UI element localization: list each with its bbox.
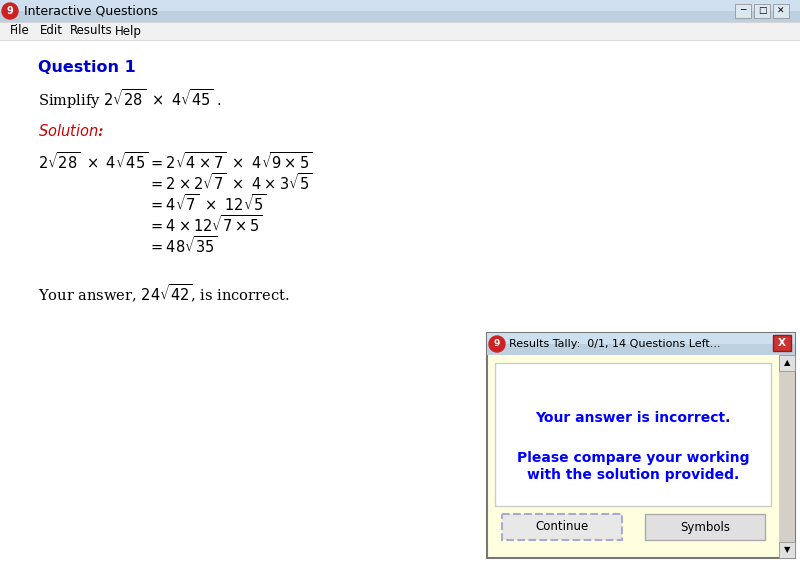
Text: Results Tally:  0/1, 14 Questions Left...: Results Tally: 0/1, 14 Questions Left... xyxy=(509,339,721,349)
Text: $= 2 \times 2\sqrt{7}\ \times\ 4 \times 3\sqrt{5}$: $= 2 \times 2\sqrt{7}\ \times\ 4 \times … xyxy=(148,171,312,192)
Text: ▼: ▼ xyxy=(784,546,790,555)
Bar xyxy=(0,0,800,11)
Circle shape xyxy=(2,3,18,19)
Text: $2\sqrt{28}\ \times\ 4\sqrt{45}$: $2\sqrt{28}\ \times\ 4\sqrt{45}$ xyxy=(38,151,148,171)
Text: Your answer, $24\sqrt{42}$, is incorrect.: Your answer, $24\sqrt{42}$, is incorrect… xyxy=(38,283,290,305)
Bar xyxy=(495,363,771,506)
Bar xyxy=(487,333,795,344)
Bar xyxy=(502,514,622,540)
Text: 9: 9 xyxy=(6,6,14,16)
Bar xyxy=(0,0,800,22)
Bar xyxy=(0,22,800,40)
Text: $= 4 \times 12\sqrt{7 \times 5}$: $= 4 \times 12\sqrt{7 \times 5}$ xyxy=(148,214,263,234)
Bar xyxy=(487,333,795,355)
Text: with the solution provided.: with the solution provided. xyxy=(527,468,739,482)
Text: $\mathit{Solution}$:: $\mathit{Solution}$: xyxy=(38,123,104,139)
Bar xyxy=(645,514,765,540)
Text: ▲: ▲ xyxy=(784,359,790,368)
Text: Symbols: Symbols xyxy=(680,520,730,533)
Bar xyxy=(779,355,795,558)
Text: $= 48\sqrt{35}$: $= 48\sqrt{35}$ xyxy=(148,234,218,256)
Text: Simplify $2\sqrt{28}\ \times\ 4\sqrt{45}$ .: Simplify $2\sqrt{28}\ \times\ 4\sqrt{45}… xyxy=(38,87,222,111)
Text: Interactive Questions: Interactive Questions xyxy=(24,4,158,17)
Bar xyxy=(487,333,795,558)
Text: ─: ─ xyxy=(740,7,746,16)
Text: X: X xyxy=(778,338,786,348)
Circle shape xyxy=(489,336,505,352)
Text: Please compare your working: Please compare your working xyxy=(517,451,750,465)
Text: 9: 9 xyxy=(494,339,500,348)
Text: □: □ xyxy=(758,7,766,16)
Text: File: File xyxy=(10,25,30,38)
Bar xyxy=(754,4,770,18)
Text: Help: Help xyxy=(115,25,142,38)
Bar xyxy=(735,4,751,18)
Bar xyxy=(773,4,789,18)
Bar xyxy=(773,335,791,351)
Text: Question 1: Question 1 xyxy=(38,61,136,75)
Text: Edit: Edit xyxy=(40,25,63,38)
Bar xyxy=(779,355,795,371)
Text: Results: Results xyxy=(70,25,113,38)
Text: $= 4\sqrt{7}\ \times\ 12\sqrt{5}$: $= 4\sqrt{7}\ \times\ 12\sqrt{5}$ xyxy=(148,193,267,214)
Text: ✕: ✕ xyxy=(778,7,785,16)
Text: Continue: Continue xyxy=(535,520,589,533)
Text: $= 2\sqrt{4 \times 7}\ \times\ 4\sqrt{9 \times 5}$: $= 2\sqrt{4 \times 7}\ \times\ 4\sqrt{9 … xyxy=(148,151,312,171)
Bar xyxy=(779,542,795,558)
Text: Your answer is incorrect.: Your answer is incorrect. xyxy=(535,411,730,425)
